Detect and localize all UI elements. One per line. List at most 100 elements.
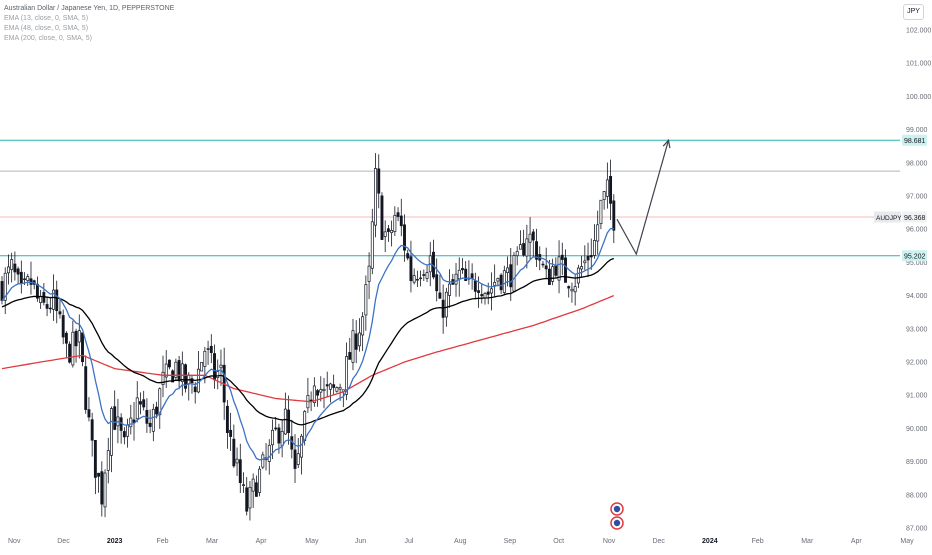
candle [184, 363, 187, 393]
candle [438, 274, 442, 299]
candle [29, 261, 33, 295]
candle [589, 238, 593, 270]
candle [544, 247, 548, 279]
candle [441, 284, 445, 334]
candle [557, 240, 561, 294]
time-tick-label: Apr [851, 538, 863, 545]
candle [39, 289, 43, 309]
candle [19, 260, 23, 294]
currency-button[interactable]: JPY [903, 4, 924, 20]
time-axis[interactable] [0, 534, 932, 550]
indicator-ema200-label[interactable]: EMA (200, close, 0, SMA, 5) [4, 35, 92, 42]
ema48-line[interactable] [1, 257, 615, 426]
candle [573, 273, 577, 306]
candle [180, 351, 184, 396]
candle [586, 242, 590, 278]
candle [576, 264, 580, 289]
candle [177, 355, 181, 390]
ema200-line[interactable] [1, 294, 615, 403]
candle [499, 273, 503, 295]
time-tick-label: Jun [355, 538, 366, 545]
candle [225, 399, 229, 449]
candle [122, 427, 126, 445]
price-tick-label: 102.000 [906, 28, 931, 35]
candle [100, 461, 104, 517]
projection-path[interactable] [616, 140, 670, 256]
symbol-title: Australian Dollar / Japanese Yen, 1D, PE… [4, 5, 175, 12]
target-price-badge[interactable]: 98.681 [902, 134, 927, 146]
candle [480, 283, 484, 304]
candle [390, 220, 394, 247]
price-axis[interactable] [900, 0, 932, 550]
candle [467, 260, 471, 285]
candle [229, 412, 233, 451]
candle [399, 198, 403, 237]
indicator-ema48-label[interactable]: EMA (48, close, 0, SMA, 5) [4, 25, 89, 32]
candle [193, 381, 197, 404]
candle [13, 251, 17, 281]
price-tick-label: 98.000 [906, 160, 928, 167]
candle [454, 262, 458, 297]
candle [518, 230, 522, 250]
candle [145, 398, 149, 433]
candle [213, 344, 216, 389]
candle [464, 261, 468, 282]
candle [374, 153, 377, 238]
price-tick-label: 90.000 [906, 426, 928, 433]
price-tick-label: 96.000 [906, 227, 928, 234]
ema13-line[interactable] [1, 227, 614, 461]
candle [248, 481, 252, 521]
time-tick-label: Mar [801, 538, 814, 545]
candle [383, 220, 387, 253]
time-tick-label: 2023 [107, 538, 123, 545]
economic-event-flag-icon-2[interactable] [610, 516, 624, 530]
time-tick-label: Dec [57, 538, 70, 545]
candle [242, 472, 245, 493]
candle [425, 264, 429, 283]
candle [58, 298, 62, 319]
candle [554, 257, 558, 278]
candle [280, 420, 284, 458]
time-tick-label: May [900, 538, 914, 545]
candle [158, 387, 162, 429]
time-tick-label: Aug [454, 538, 467, 545]
candle [119, 413, 123, 444]
price-tick-label: 89.000 [906, 459, 928, 466]
time-tick-label: Nov [8, 538, 21, 545]
indicator-ema13-label[interactable]: EMA (13, close, 0, SMA, 5) [4, 15, 89, 22]
candle [77, 314, 81, 359]
candle [531, 228, 535, 257]
projection-arrowhead-icon [662, 138, 671, 149]
candle [596, 210, 600, 255]
candle [493, 264, 497, 298]
candle [325, 371, 329, 398]
support-price-badge[interactable]: 95.202 [902, 250, 927, 262]
economic-event-flag-icon-1[interactable] [610, 502, 624, 516]
candle [16, 266, 20, 284]
candle [74, 328, 78, 363]
svg-text:98.681: 98.681 [904, 138, 926, 145]
candle [167, 359, 171, 370]
svg-text:AUDJPY: AUDJPY [876, 215, 902, 222]
candle [264, 442, 268, 471]
candle [435, 258, 439, 302]
candle [396, 207, 400, 222]
candle [322, 378, 326, 409]
symbol-price-badge[interactable]: AUDJPY 96.368 [874, 211, 927, 223]
svg-text:95.202: 95.202 [904, 253, 926, 260]
candle [457, 257, 461, 297]
svg-text:96.368: 96.368 [904, 215, 926, 222]
candle [155, 401, 159, 419]
candle [515, 246, 519, 266]
price-tick-label: 88.000 [906, 492, 928, 499]
candle [48, 296, 52, 314]
candle [251, 473, 255, 508]
candle [422, 269, 426, 282]
candle [216, 359, 220, 390]
time-tick-label: Jul [404, 538, 413, 545]
candle [126, 418, 130, 448]
candle [406, 249, 410, 261]
candle [235, 447, 239, 476]
